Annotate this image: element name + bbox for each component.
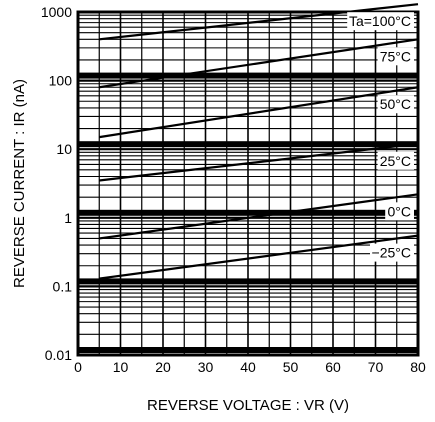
x-tick-label: 70 [368,359,384,375]
x-tick-label: 80 [410,359,426,375]
x-tick-label: 0 [74,359,82,375]
series-line [99,234,419,280]
x-axis-ticks: 0 10 20 30 40 50 60 70 80 [74,359,426,375]
series-label: 75°C [380,48,411,64]
series-label: Ta=100°C [349,13,411,29]
x-tick-label: 30 [198,359,214,375]
series-line [99,86,419,139]
series-label-bg [385,202,414,221]
x-tick-label: 40 [240,359,256,375]
grid-lines [78,12,418,355]
series-line [99,142,419,182]
y-tick-label: 100 [49,73,73,89]
series-lines [99,3,419,280]
x-axis-title: REVERSE VOLTAGE : VR (V) [147,397,349,414]
y-tick-label: 10 [56,141,72,157]
x-tick-label: 10 [113,359,129,375]
series-label: 50°C [380,96,411,112]
series-label-bg [370,243,414,262]
x-tick-label: 50 [283,359,299,375]
y-tick-label: 0.01 [45,347,72,363]
series-label-bg [377,47,414,66]
y-axis-title: REVERSE CURRENT : IR (nA) [11,79,28,288]
y-axis-ticks: 0.01 0.1 1 10 100 1000 [41,4,72,363]
series-line [99,38,419,89]
series-labels: Ta=100°C 75°C 50°C 25°C 0°C −25°C [347,12,414,262]
y-tick-label: 1 [64,210,72,226]
series-label: 25°C [380,153,411,169]
series-label-bg [377,95,414,114]
series-label: 0°C [388,203,412,219]
x-tick-label: 20 [155,359,171,375]
series-label-bg [377,151,414,170]
series-line [99,193,419,240]
series-line [99,3,419,41]
series-label: −25°C [372,245,411,261]
x-tick-label: 60 [325,359,341,375]
y-tick-label: 0.1 [53,278,73,294]
series-label-bg [347,12,414,31]
y-tick-label: 1000 [41,4,72,20]
